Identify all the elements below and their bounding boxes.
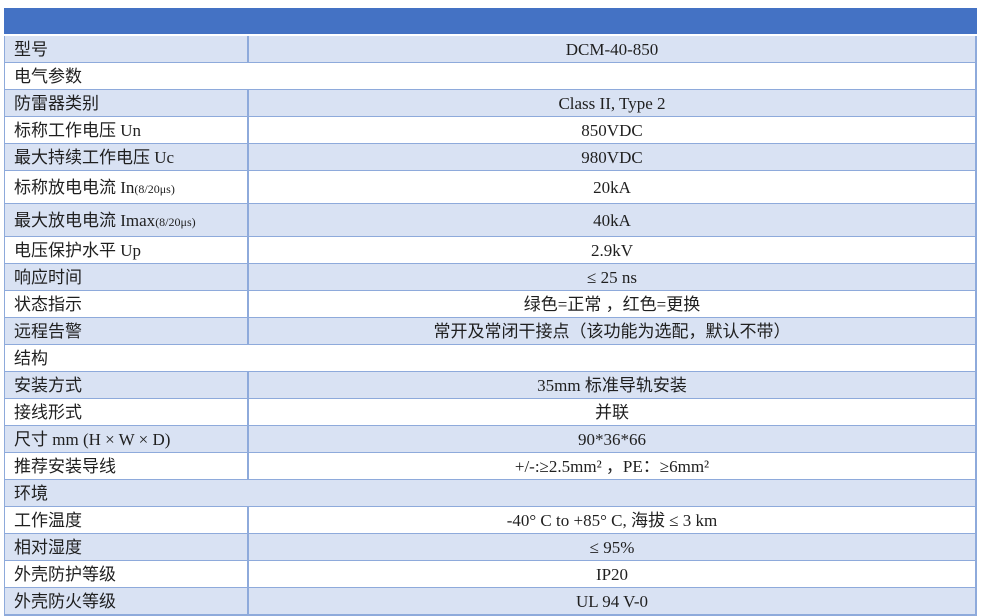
parameter-name: 尺寸 mm (H × W × D) [14, 429, 171, 449]
parameter-value-cell: 2.9kV [590, 240, 634, 260]
parameter-value-cell: 980VDC [581, 147, 643, 167]
spec-row: 电压保护水平 Up 2.9kV [5, 236, 975, 263]
parameter-name-cell: 状态指示 [5, 291, 249, 317]
parameter-value-cell: 绿色=正常 ，红色=更换 [523, 294, 701, 314]
parameter-name-cell: 相对湿度 [5, 534, 249, 560]
section-title: 结构 [14, 348, 48, 368]
table-header-bar [4, 8, 977, 36]
parameter-name-cell: 防雷器类别 [5, 90, 249, 116]
spec-row: 标称放电电流 In (8/20μs) 20kA [5, 170, 975, 203]
spec-row: 标称工作电压 Un 850VDC [5, 116, 975, 143]
parameter-name-suffix: (8/20μs) [134, 181, 175, 196]
spec-row: 响应时间 ≤ 25 ns [5, 263, 975, 290]
parameter-name: 远程告警 [14, 321, 82, 341]
spec-row: 型号 DCM-40-850 [5, 36, 975, 62]
spec-row: 尺寸 mm (H × W × D) 90*36*66 [5, 425, 975, 452]
spec-row: 外壳防火等级 UL 94 V-0 [5, 587, 975, 614]
parameter-name-cell: 远程告警 [5, 318, 249, 344]
parameter-name-cell: 标称工作电压 Un [5, 117, 249, 143]
parameter-value-cell: +/-:≥2.5mm² ，PE：≥6mm² [514, 456, 710, 476]
table-body: 型号 DCM-40-850 电气参数防雷器类别 Class II, Type 2 标称工… [4, 36, 977, 616]
parameter-name-cell: 外壳防火等级 [5, 588, 249, 614]
spec-row: 远程告警 常开及常闭干接点（该功能为选配，默认不带） [5, 317, 975, 344]
parameter-value-cell: DCM-40-850 [565, 39, 659, 59]
parameter-name: 安装方式 [14, 375, 82, 395]
spec-row: 推荐安装导线 +/-:≥2.5mm² ，PE：≥6mm² [5, 452, 975, 479]
parameter-name: 防雷器类别 [14, 93, 99, 113]
parameter-value-cell: 并联 [595, 402, 629, 422]
parameter-name-cell: 尺寸 mm (H × W × D) [5, 426, 249, 452]
spec-sheet-table: 型号 DCM-40-850 电气参数防雷器类别 Class II, Type 2 标称工… [4, 8, 977, 616]
spec-row: 接线形式 并联 [5, 398, 975, 425]
spec-row: 外壳防护等级 IP20 [5, 560, 975, 587]
parameter-value-cell: 90*36*66 [578, 429, 646, 449]
parameter-value-cell: IP20 [595, 564, 629, 584]
spec-row: 防雷器类别 Class II, Type 2 [5, 89, 975, 116]
parameter-name-cell: 最大放电电流 Imax (8/20μs) [5, 204, 249, 236]
parameter-name-cell: 型号 [5, 36, 249, 62]
parameter-value-cell: 850VDC [581, 120, 643, 140]
parameter-value-cell: UL 94 V-0 [575, 591, 649, 611]
parameter-name: 外壳防护等级 [14, 564, 116, 584]
parameter-value-cell: ≤ 95% [589, 537, 635, 557]
parameter-value-cell: 35mm 标准导轨安装 [537, 375, 687, 395]
parameter-name-cell: 标称放电电流 In (8/20μs) [5, 171, 249, 203]
parameter-value-cell: 40kA [593, 210, 631, 230]
parameter-name: 接线形式 [14, 402, 82, 422]
parameter-name-cell: 最大持续工作电压 Uc [5, 144, 249, 170]
spec-row: 最大放电电流 Imax (8/20μs) 40kA [5, 203, 975, 236]
parameter-name: 相对湿度 [14, 537, 82, 557]
spec-row: 相对湿度 ≤ 95% [5, 533, 975, 560]
parameter-name-cell: 安装方式 [5, 372, 249, 398]
spec-row: 工作温度 -40° C to +85° C, 海拔 ≤ 3 km [5, 506, 975, 533]
parameter-name-cell: 接线形式 [5, 399, 249, 425]
parameter-name: 最大持续工作电压 Uc [14, 147, 175, 167]
parameter-name: 状态指示 [14, 294, 82, 314]
parameter-name: 型号 [14, 39, 48, 59]
parameter-name-cell: 推荐安装导线 [5, 453, 249, 479]
parameter-value-cell: ≤ 25 ns [587, 267, 637, 287]
parameter-name: 最大放电电流 Imax [14, 210, 156, 230]
parameter-value-cell: -40° C to +85° C, 海拔 ≤ 3 km [506, 510, 718, 530]
parameter-name-cell: 外壳防护等级 [5, 561, 249, 587]
section-header-row: 环境 [5, 479, 975, 506]
spec-row: 状态指示 绿色=正常 ，红色=更换 [5, 290, 975, 317]
section-title: 环境 [14, 483, 48, 503]
spec-row: 最大持续工作电压 Uc 980VDC [5, 143, 975, 170]
parameter-name-cell: 工作温度 [5, 507, 249, 533]
parameter-name: 推荐安装导线 [14, 456, 116, 476]
parameter-name-cell: 电压保护水平 Up [5, 237, 249, 263]
parameter-name: 外壳防火等级 [14, 591, 116, 611]
parameter-value-cell: 常开及常闭干接点（该功能为选配，默认不带） [433, 321, 791, 341]
spec-row: 安装方式 35mm 标准导轨安装 [5, 371, 975, 398]
parameter-name: 标称放电电流 In [14, 177, 135, 197]
parameter-name: 标称工作电压 Un [14, 120, 142, 140]
parameter-name-suffix: (8/20μs) [155, 214, 196, 229]
parameter-value-cell: 20kA [593, 177, 631, 197]
section-header-row: 电气参数 [5, 62, 975, 89]
parameter-value-cell: Class II, Type 2 [558, 93, 666, 113]
section-header-row: 结构 [5, 344, 975, 371]
section-title: 电气参数 [14, 66, 82, 86]
parameter-name: 电压保护水平 Up [14, 240, 142, 260]
parameter-name: 工作温度 [14, 510, 82, 530]
parameter-name-cell: 响应时间 [5, 264, 249, 290]
parameter-name: 响应时间 [14, 267, 82, 287]
